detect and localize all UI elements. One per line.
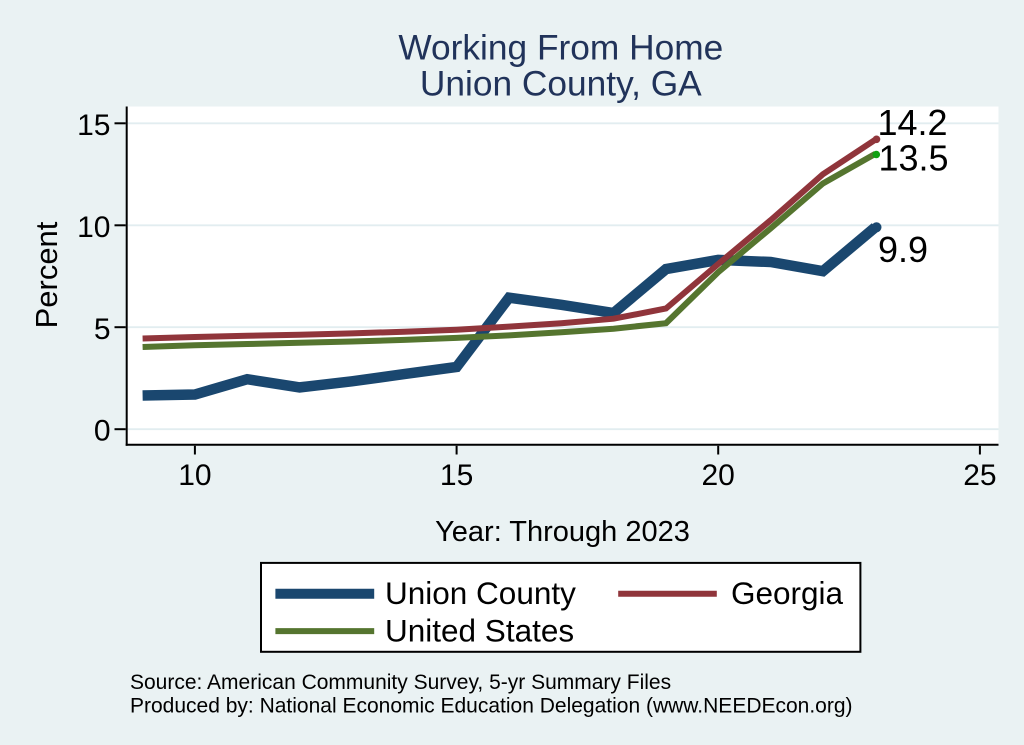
svg-text:Georgia: Georgia: [731, 575, 844, 611]
svg-text:Working From Home: Working From Home: [398, 28, 723, 67]
svg-text:Union County, GA: Union County, GA: [420, 64, 702, 103]
svg-text:13.5: 13.5: [879, 137, 949, 178]
svg-text:Source: American Community Sur: Source: American Community Survey, 5-yr …: [130, 671, 671, 694]
svg-text:United States: United States: [385, 612, 574, 648]
svg-text:Union County: Union County: [385, 575, 576, 611]
svg-text:15: 15: [440, 459, 473, 492]
svg-text:0: 0: [94, 415, 111, 448]
svg-text:9.9: 9.9: [878, 229, 928, 270]
svg-text:14.2: 14.2: [878, 102, 948, 143]
svg-text:Year: Through 2023: Year: Through 2023: [435, 516, 690, 548]
svg-text:25: 25: [963, 459, 996, 492]
svg-text:5: 5: [94, 313, 111, 346]
svg-text:10: 10: [77, 211, 110, 244]
svg-text:10: 10: [178, 459, 211, 492]
svg-text:Percent: Percent: [29, 221, 64, 328]
svg-text:15: 15: [77, 109, 110, 142]
svg-text:Produced by: National Economic: Produced by: National Economic Education…: [130, 695, 853, 718]
svg-text:20: 20: [702, 459, 735, 492]
